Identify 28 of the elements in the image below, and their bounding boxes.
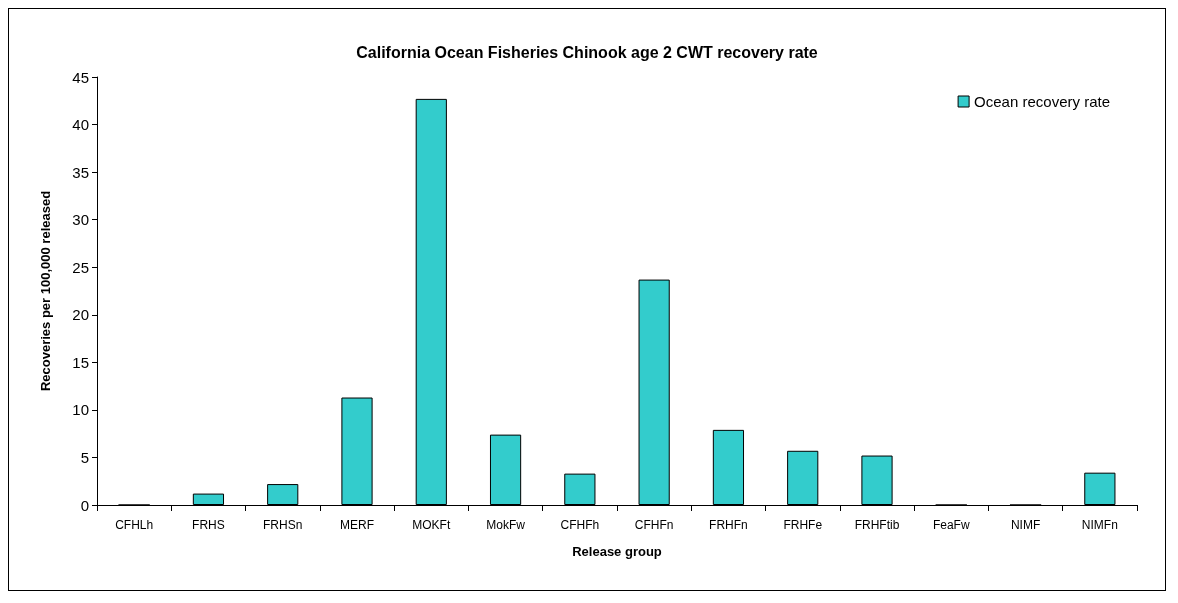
y-axis-title: Recoveries per 100,000 released [38, 190, 53, 392]
x-tick-label: CFHLh [115, 518, 154, 532]
x-tick-label: NIMF [1010, 518, 1041, 532]
y-tick-label: 5 [80, 448, 89, 466]
y-tick-label: 25 [72, 258, 89, 276]
x-tick-label: CFHFn [634, 518, 674, 532]
x-tick-label: MOKFt [412, 518, 451, 532]
x-tick-label: CFHFh [560, 518, 600, 532]
x-tick-label: FRHSn [263, 518, 303, 532]
x-tick-label: MERF [340, 518, 374, 532]
x-tick-label: FRHFe [783, 518, 823, 532]
y-tick-label: 10 [72, 401, 89, 419]
x-tick-label: FRHFn [709, 518, 748, 532]
x-tick-label: MokFw [486, 518, 526, 532]
x-tick-label: FeaFw [932, 518, 970, 532]
x-axis-title: Release group [572, 544, 662, 559]
y-tick-label: 35 [72, 163, 89, 181]
x-tick-label: NIMFn [1081, 518, 1118, 532]
y-tick-label: 30 [72, 211, 89, 229]
y-tick-label: 40 [72, 116, 89, 134]
x-tick-label: FRHFtib [854, 518, 900, 532]
y-tick-label: 0 [80, 496, 89, 514]
chart-title: California Ocean Fisheries Chinook age 2 CWT recovery rate [356, 43, 818, 61]
y-tick-label: 15 [72, 353, 89, 371]
legend-label: Ocean recovery rate [974, 93, 1111, 110]
x-tick-label: FRHS [192, 518, 225, 532]
y-tick-label: 45 [72, 68, 89, 86]
y-tick-label: 20 [72, 306, 89, 324]
